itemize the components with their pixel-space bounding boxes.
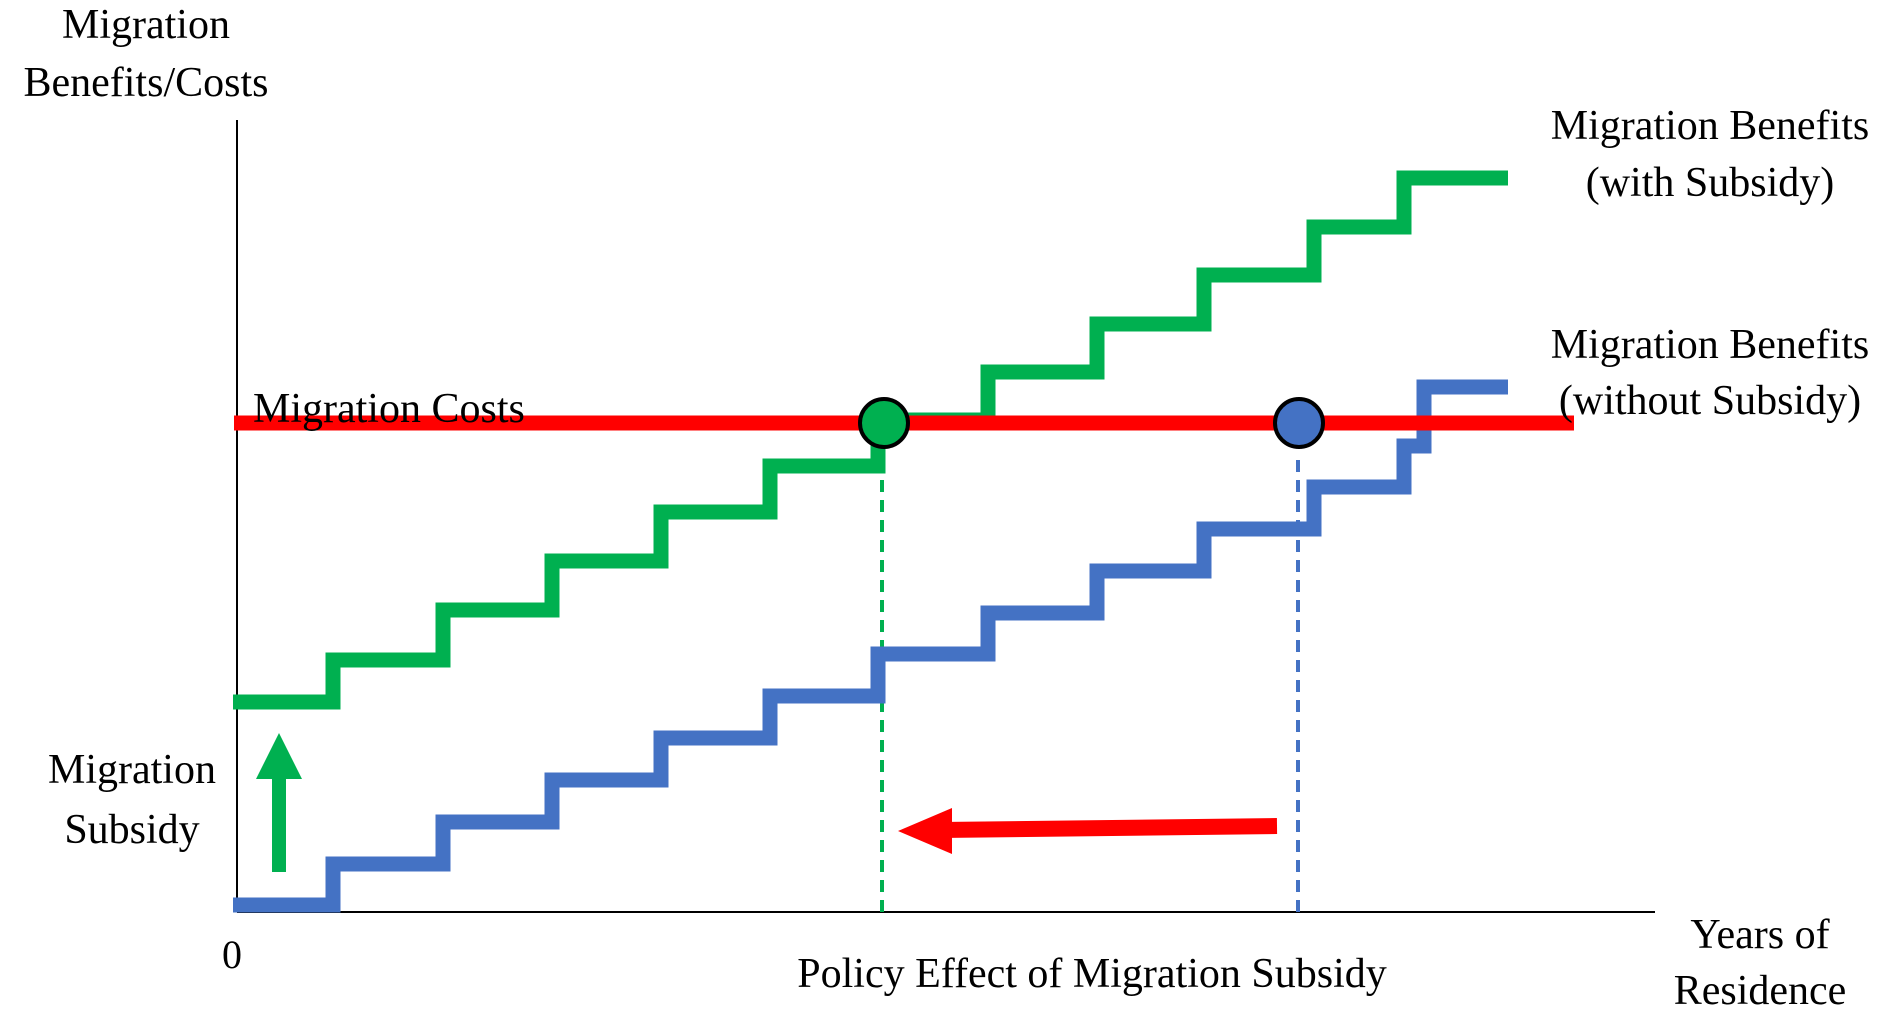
benefits-without-subsidy-line — [233, 379, 1508, 913]
without-subsidy-label-line2: (without Subsidy) — [1559, 378, 1861, 424]
with-subsidy-intersection-point — [858, 397, 910, 449]
policy-effect-arrow-head — [898, 808, 952, 854]
subsidy-arrow-head — [256, 733, 302, 779]
with-subsidy-label-line2: (with Subsidy) — [1586, 160, 1835, 206]
subsidy-label-line2: Subsidy — [64, 807, 199, 853]
without-subsidy-label-line1: Migration Benefits — [1551, 322, 1869, 368]
without-subsidy-intersection-point — [1273, 397, 1325, 449]
y-axis-label-line2: Benefits/Costs — [23, 60, 268, 106]
origin-label: 0 — [222, 932, 242, 977]
policy-effect-label: Policy Effect of Migration Subsidy — [797, 951, 1387, 997]
x-axis-label-line1: Years of — [1690, 912, 1829, 958]
migration-costs-label: Migration Costs — [253, 386, 525, 432]
policy-effect-arrow-shaft — [939, 818, 1278, 838]
y-axis-label-line1: Migration — [62, 2, 230, 48]
x-axis-label-line2: Residence — [1674, 968, 1847, 1012]
subsidy-label-line1: Migration — [48, 747, 216, 793]
with-subsidy-label-line1: Migration Benefits — [1551, 103, 1869, 149]
